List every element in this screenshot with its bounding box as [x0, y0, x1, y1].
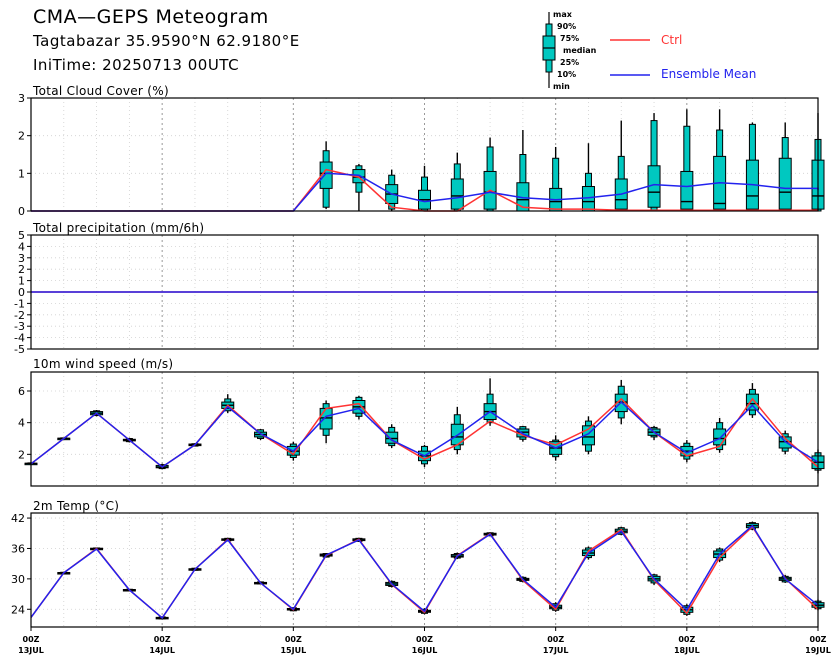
x-axis-date-label: 19JUL [805, 646, 831, 655]
legend-median-label: median [563, 46, 597, 55]
legend-p75-label: 75% [560, 34, 580, 43]
x-axis-date-label: 13JUL [18, 646, 44, 655]
legend-p90-label: 90% [557, 22, 577, 31]
x-axis-date-label: 14JUL [149, 646, 175, 655]
temp-mean-line [30, 524, 819, 620]
location-label: Tagtabazar 35.9590°N 62.9180°E [33, 32, 300, 50]
cloud-box-inner [778, 157, 792, 210]
cloud-panel-title: Total Cloud Cover (%) [33, 84, 169, 98]
precip-y-tick-label: 0 [18, 286, 25, 299]
wind-box-inner [319, 407, 333, 430]
cloud-panel-frame [30, 97, 819, 212]
x-axis-hour-label: 00Z [285, 635, 302, 644]
cloud-y-tick-label: 0 [18, 205, 25, 218]
wind-panel-title: 10m wind speed (m/s) [33, 357, 174, 371]
box-legend-glyph [542, 12, 556, 88]
x-axis-hour-label: 00Z [678, 635, 695, 644]
page-title: CMA—GEPS Meteogram [33, 6, 269, 28]
cloud-box-inner [319, 161, 333, 189]
legend-min-label: min [553, 82, 570, 91]
x-axis-hour-label: 00Z [547, 635, 564, 644]
precip-y-tick-label: 5 [18, 229, 25, 242]
precip-panel-frame [30, 234, 819, 350]
line-legend-swatches [610, 39, 650, 76]
precip-y-tick-label: 4 [18, 240, 25, 253]
wind-box-inner [745, 393, 759, 411]
precip-y-tick-label: -5 [14, 343, 25, 356]
wind-box-inner [713, 428, 727, 446]
precip-y-tick-label: -2 [14, 309, 25, 322]
init-time-label: IniTime: 20250713 00UTC [33, 56, 240, 74]
mean-legend-label: Ensemble Mean [661, 67, 757, 81]
x-axis-date-label: 18JUL [674, 646, 700, 655]
legend-max-label: max [553, 10, 572, 19]
cloud-box-inner [450, 178, 464, 210]
x-axis-date-label: 15JUL [280, 646, 306, 655]
x-axis-hour-label: 00Z [23, 635, 40, 644]
wind-panel-frame [30, 371, 819, 487]
temp-y-tick-label: 36 [11, 542, 25, 555]
precip-y-tick-label: -3 [14, 320, 25, 333]
cloud-y-tick-label: 1 [18, 167, 25, 180]
legend-p10-label: 10% [557, 70, 577, 79]
precip-y-tick-label: 2 [18, 263, 25, 276]
temp-y-tick-label: 30 [11, 573, 25, 586]
x-axis-date-label: 17JUL [543, 646, 569, 655]
wind-y-tick-label: 6 [18, 385, 25, 398]
cloud-y-tick-label: 2 [18, 130, 25, 143]
precip-panel-title: Total precipitation (mm/6h) [33, 221, 205, 235]
x-axis-hour-label: 00Z [154, 635, 171, 644]
wind-y-tick-label: 4 [18, 417, 25, 430]
precip-y-tick-label: 1 [18, 275, 25, 288]
cloud-y-tick-label: 3 [18, 92, 25, 105]
wind-y-tick-label: 2 [18, 448, 25, 461]
legend-p25-label: 25% [560, 58, 580, 67]
wind-box-inner [385, 431, 399, 444]
temp-y-tick-label: 24 [11, 603, 25, 616]
cloud-box-inner [680, 170, 694, 210]
x-axis-hour-label: 00Z [810, 635, 827, 644]
temp-y-tick-label: 42 [11, 512, 25, 525]
wind-mean-line [30, 401, 819, 468]
x-axis-hour-label: 00Z [416, 635, 433, 644]
x-axis-date-label: 16JUL [412, 646, 438, 655]
temp-panel-title: 2m Temp (°C) [33, 499, 120, 513]
precip-y-tick-label: -1 [14, 297, 25, 310]
precip-y-tick-label: -4 [14, 332, 25, 345]
precip-y-tick-label: 3 [18, 252, 25, 265]
ctrl-legend-label: Ctrl [661, 33, 683, 47]
